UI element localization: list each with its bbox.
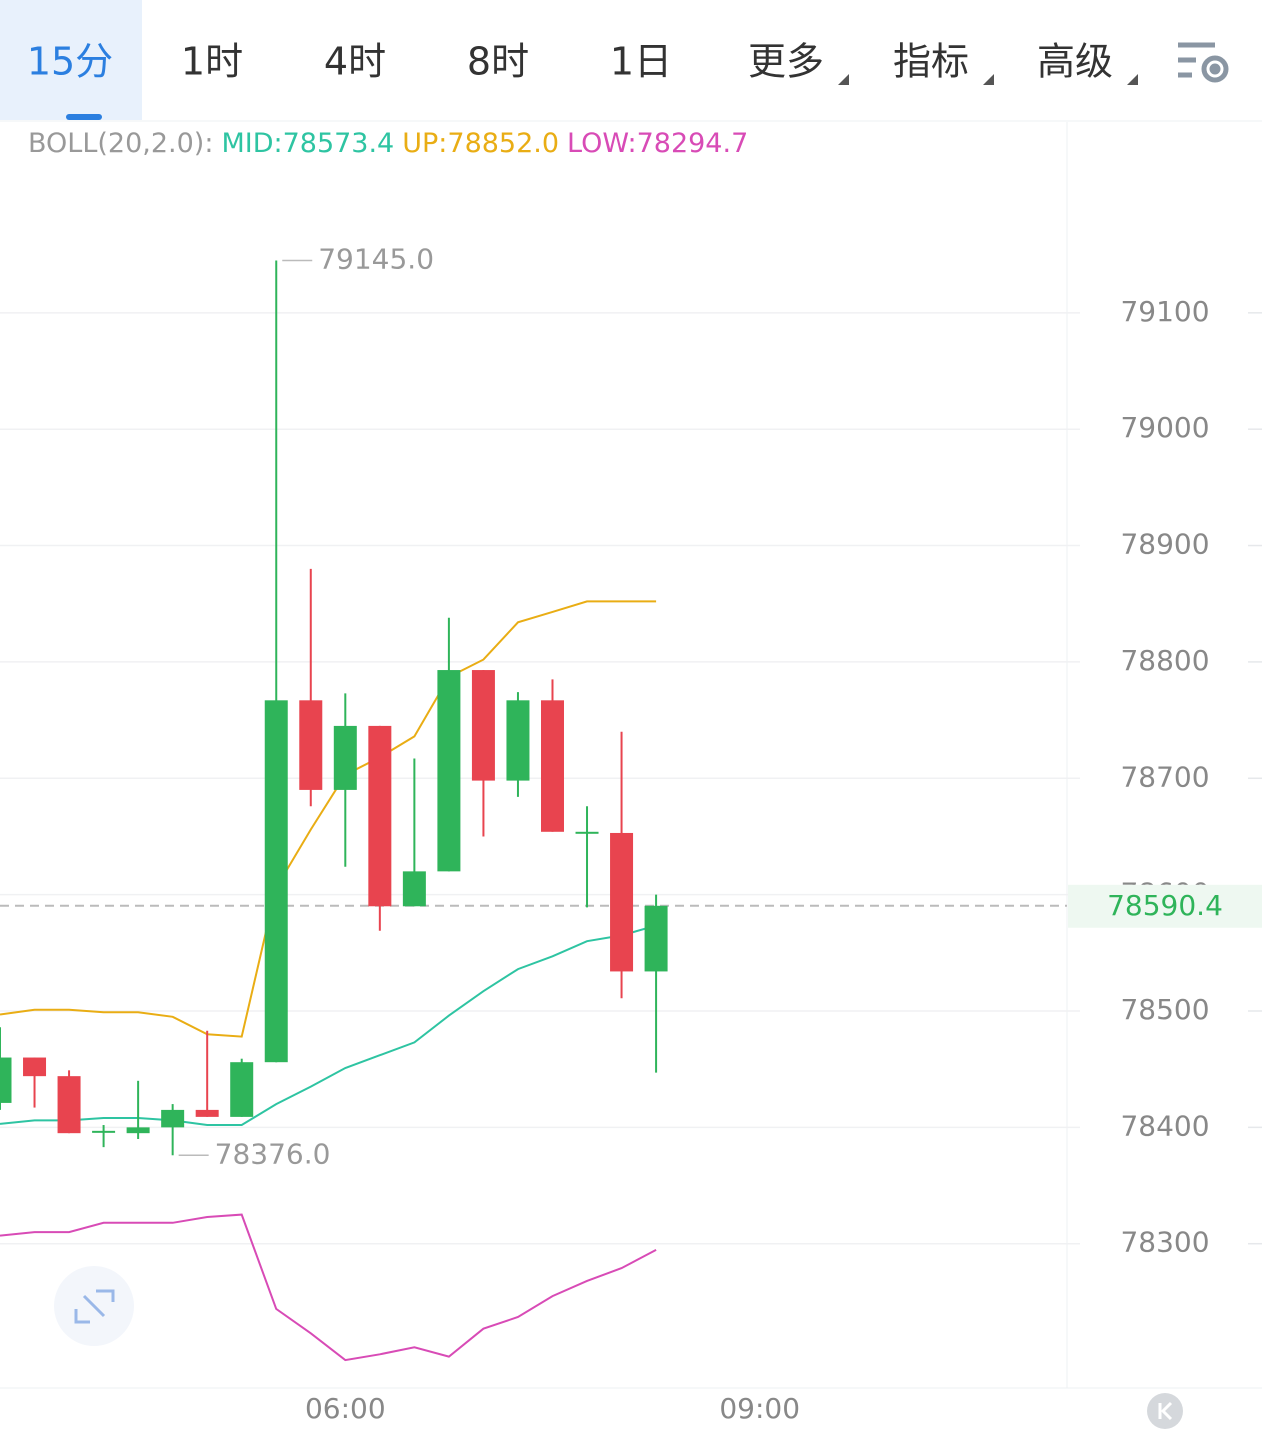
candle-body	[92, 1130, 116, 1133]
active-tab-indicator	[66, 114, 102, 120]
timeframe-tab[interactable]: 指标	[893, 40, 969, 84]
candle-body	[195, 1109, 219, 1117]
candle-body	[161, 1109, 185, 1128]
extreme-label: 78376.0	[215, 1137, 331, 1170]
indicator-legend: BOLL(20,2.0): MID:78573.4 UP:78852.0 LOW:78…	[28, 128, 748, 159]
y-tick-label: 78900	[1120, 528, 1209, 561]
y-tick-label: 78700	[1120, 760, 1209, 793]
candle-body	[437, 670, 461, 872]
candle-body	[333, 725, 357, 790]
boll-line	[0, 924, 657, 1126]
candle-body	[264, 700, 288, 1063]
active-tab-bg	[0, 0, 142, 120]
y-tick-label: 78300	[1120, 1226, 1209, 1259]
last-price-tag	[1068, 884, 1262, 928]
x-tick-label: 09:00	[719, 1392, 800, 1425]
candle-body	[230, 1062, 254, 1117]
candle-body	[575, 831, 599, 834]
plot-area: 79145.0 78376.0	[0, 242, 1067, 1362]
indicator-name: BOLL(20,2.0):	[28, 128, 213, 159]
dropdown-indicator	[983, 74, 994, 85]
candle-body	[23, 1057, 47, 1077]
settings-icon[interactable]	[1178, 42, 1229, 83]
timeframe-tab[interactable]: 8时	[467, 40, 529, 84]
y-tick-label: 79100	[1120, 295, 1209, 328]
candle-body	[126, 1127, 150, 1134]
boll-line	[0, 1213, 657, 1362]
candle-body	[506, 700, 530, 781]
candle-body	[0, 1057, 12, 1103]
x-tick-label: 06:00	[305, 1392, 386, 1425]
y-tick-label: 78800	[1120, 644, 1209, 677]
timeframe-tab[interactable]: 1时	[181, 40, 243, 84]
candle-body	[610, 832, 634, 972]
tab-bar: 15分 1时 4时 8时 1日 更多 指标 高级	[0, 0, 1138, 120]
legend-entry: UP:78852.0	[402, 128, 559, 159]
candle-body	[57, 1076, 81, 1134]
candle-body	[402, 871, 426, 907]
legend-entry: MID:78573.4	[221, 128, 394, 159]
timeframe-tab[interactable]: 1日	[610, 40, 672, 84]
candle-body	[540, 700, 564, 832]
timeframe-tab[interactable]: 4时	[324, 40, 386, 84]
candle-body	[471, 670, 495, 781]
y-tick-label: 78500	[1120, 993, 1209, 1026]
boll-line	[0, 600, 657, 1038]
timeframe-tab[interactable]: 高级	[1037, 40, 1113, 84]
y-tick-label: 79000	[1120, 411, 1209, 444]
expand-button[interactable]	[54, 1266, 134, 1346]
dropdown-indicator	[838, 74, 849, 85]
axes: 7830078400785007860078700788007890079000…	[305, 295, 1262, 1425]
candle-body	[299, 700, 323, 790]
extreme-label: 79145.0	[318, 242, 434, 275]
last-price-label: 78590.4	[1107, 889, 1223, 922]
y-tick-label: 78400	[1120, 1109, 1209, 1142]
candle-body	[368, 725, 392, 907]
timeframe-tab[interactable]: 15分	[27, 40, 113, 84]
scroll-latest-button[interactable]	[1147, 1393, 1183, 1429]
timeframe-tab[interactable]: 更多	[748, 40, 824, 84]
candle-body	[644, 905, 668, 972]
legend-entry: LOW:78294.7	[567, 128, 748, 159]
dropdown-indicator	[1127, 74, 1138, 85]
